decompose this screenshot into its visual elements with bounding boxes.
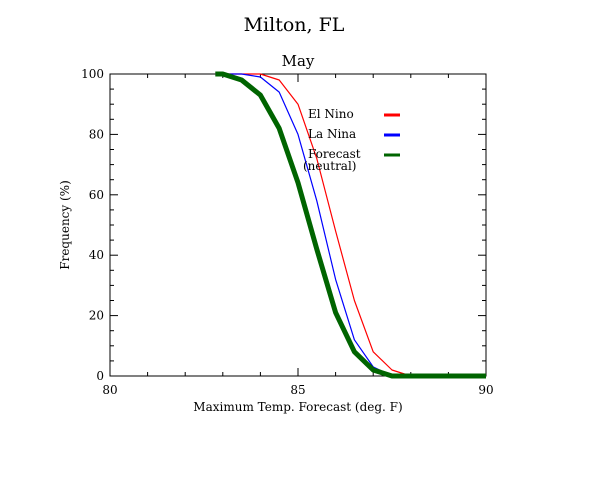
- x-tick-label: 90: [478, 383, 493, 397]
- y-minor-ticks: [110, 73, 486, 377]
- y-tick-labels: 0 20 40 60 80 100: [81, 67, 104, 383]
- series-line-3: [215, 71, 486, 379]
- series-lines: [215, 71, 486, 379]
- legend-label-3: Forecast (neutral): [303, 147, 361, 173]
- y-axis-label: Frequency (%): [58, 180, 72, 269]
- x-tick-labels: 80 85 90: [102, 383, 493, 397]
- x-tick-label: 80: [102, 383, 117, 397]
- legend: El Nino La Nina Forecast (neutral): [303, 107, 400, 173]
- chart-title: Milton, FL: [244, 14, 345, 36]
- y-tick-label: 40: [89, 248, 104, 262]
- plot-area: 80 85 90 0 20 40 60 80 100: [81, 67, 494, 397]
- legend-label-2: La Nina: [308, 127, 356, 141]
- chart-subtitle: May: [282, 52, 315, 70]
- x-tick-label: 85: [290, 383, 305, 397]
- plot-frame: [109, 73, 487, 377]
- y-tick-label: 60: [89, 188, 104, 202]
- x-minor-ticks: [109, 74, 487, 376]
- y-tick-label: 80: [89, 127, 104, 141]
- y-tick-label: 20: [89, 309, 104, 323]
- y-tick-label: 0: [96, 369, 104, 383]
- x-axis-label: Maximum Temp. Forecast (deg. F): [193, 400, 402, 414]
- legend-label-1: El Nino: [308, 107, 354, 121]
- y-tick-label: 100: [81, 67, 104, 81]
